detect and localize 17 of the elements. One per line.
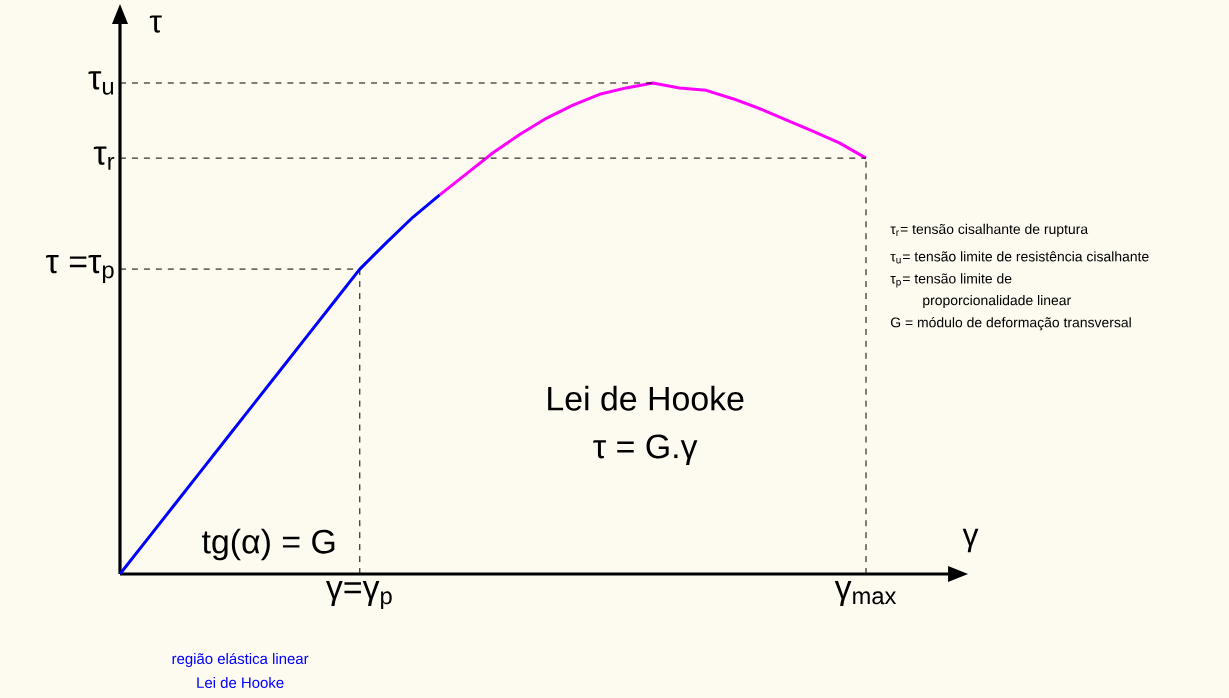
- x-tick-label: γ$_{max}$: [834, 581, 897, 606]
- annotation: tg(α) = G: [202, 528, 335, 561]
- y-axis-title: τ: [149, 15, 162, 33]
- text: região elástica linear: [172, 652, 309, 667]
- annotation: Lei de Hooke: [548, 385, 744, 411]
- text: proporcionalidade linear: [923, 295, 1071, 308]
- text: τ$_{u}$= tensão limite de resistência cisalhante: [890, 251, 1149, 264]
- text: τ$_{p}$= tensão limite de: [890, 273, 1012, 288]
- x-axis-title: γ: [962, 528, 979, 553]
- x-tick-label: γ=γ$_{p}$: [325, 581, 392, 610]
- ref-line-label: τ$_{r}$: [93, 146, 115, 170]
- annotation: τ = G.γ: [593, 434, 698, 466]
- text: G = módulo de deformação transversal: [890, 316, 1131, 331]
- ref-line-label: τ$_{u}$: [88, 71, 114, 95]
- text: τ$_{r}$= tensão cisalhante de ruptura: [890, 223, 1089, 237]
- text: Lei de Hooke: [197, 677, 284, 689]
- ref-line-label: τ =τ$_{p}$: [45, 255, 114, 284]
